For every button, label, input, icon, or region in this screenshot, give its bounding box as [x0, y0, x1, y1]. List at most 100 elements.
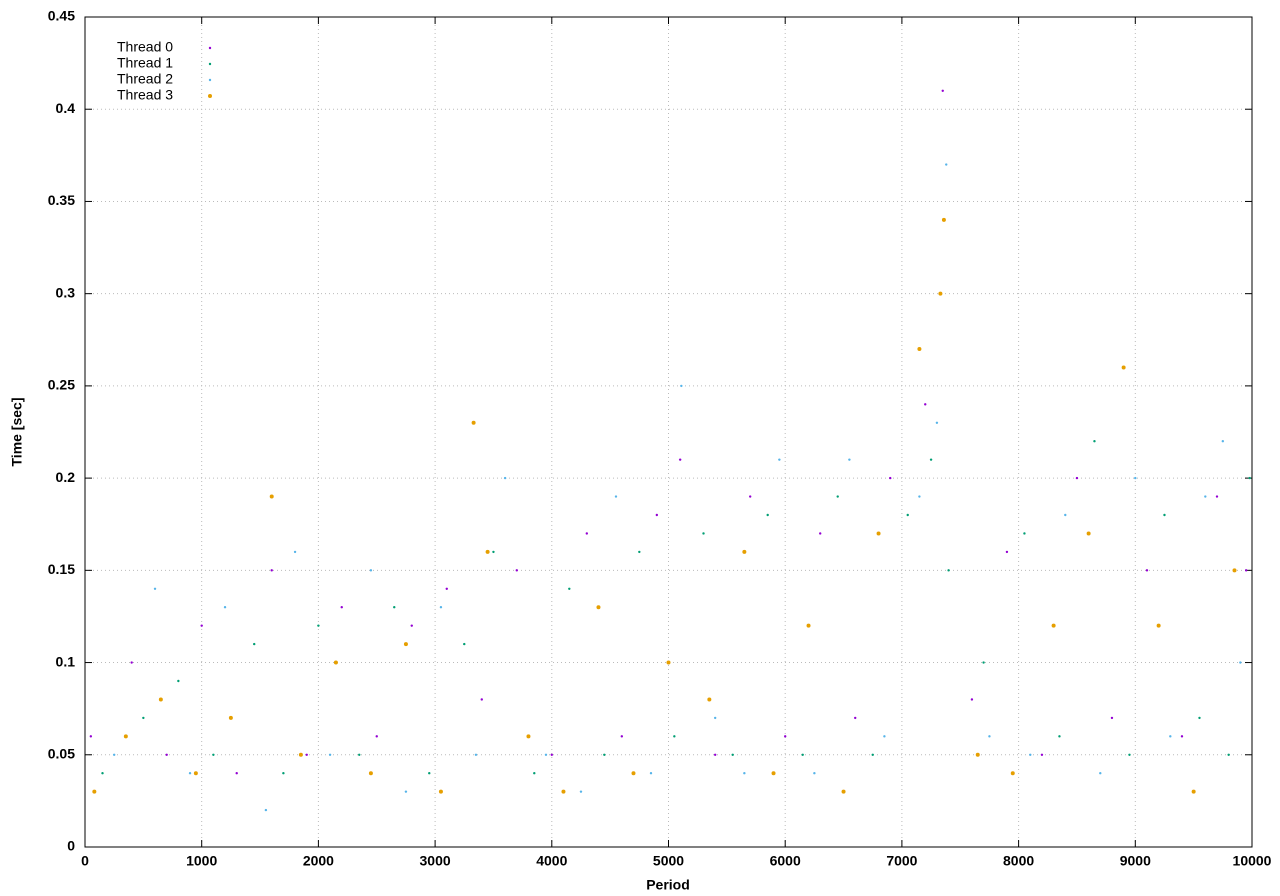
y-axis-label: Time [sec] [9, 398, 25, 467]
point [1169, 735, 1172, 738]
x-tick-label: 0 [81, 853, 89, 869]
point [1075, 476, 1079, 480]
point [1023, 532, 1026, 535]
point [1005, 550, 1009, 554]
y-tick-label: 0.2 [56, 469, 76, 485]
point [585, 532, 589, 535]
y-tick-label: 0.1 [56, 653, 76, 669]
point [854, 716, 857, 720]
point [544, 753, 548, 756]
point [819, 532, 822, 535]
point [253, 642, 256, 646]
point [988, 735, 991, 738]
point [1093, 440, 1096, 443]
x-tick-label: 4000 [536, 853, 567, 869]
legend-label: Thread 1 [117, 55, 173, 71]
point [1010, 771, 1015, 776]
point [533, 772, 536, 775]
point [678, 458, 682, 461]
point [1221, 440, 1225, 443]
point [649, 772, 653, 775]
point [92, 789, 97, 794]
point [906, 513, 909, 517]
point [515, 569, 518, 572]
point [1248, 476, 1251, 480]
point [620, 735, 624, 738]
point [153, 587, 157, 590]
x-tick-label: 8000 [1003, 853, 1034, 869]
point [596, 605, 601, 610]
point [1204, 495, 1207, 498]
point [438, 789, 443, 794]
point [631, 771, 636, 776]
point [1244, 569, 1248, 572]
point [1058, 735, 1061, 738]
point [463, 642, 466, 646]
point [982, 661, 985, 664]
point [1099, 772, 1102, 775]
point [1145, 569, 1149, 572]
point [945, 163, 948, 166]
point [941, 89, 944, 92]
point [707, 697, 712, 702]
point [340, 606, 343, 609]
point [784, 735, 787, 738]
point [941, 217, 946, 222]
point [924, 403, 927, 406]
point [158, 697, 163, 702]
point [368, 771, 373, 776]
point [235, 772, 238, 775]
point [1121, 365, 1126, 370]
point [561, 789, 566, 794]
legend-label: Thread 0 [117, 39, 173, 55]
point [871, 753, 874, 756]
point [614, 495, 618, 498]
legend-marker [208, 78, 212, 82]
legend-marker [208, 62, 212, 66]
point [142, 716, 145, 720]
point [1239, 661, 1242, 664]
point [270, 569, 273, 572]
point [480, 698, 483, 701]
point [165, 753, 168, 756]
point [1029, 753, 1032, 756]
point [123, 734, 128, 739]
point [439, 606, 443, 609]
point [1086, 531, 1091, 536]
point [305, 753, 308, 756]
y-tick-label: 0.3 [56, 284, 76, 300]
point [848, 458, 851, 461]
point [766, 513, 769, 517]
point [841, 789, 846, 794]
point [876, 531, 881, 536]
point [731, 753, 734, 756]
point [188, 772, 192, 775]
point [655, 513, 659, 517]
point [801, 753, 804, 756]
point [702, 532, 705, 535]
point [410, 624, 413, 627]
point [403, 642, 408, 647]
point [743, 772, 746, 775]
point [282, 772, 285, 775]
x-tick-label: 2000 [303, 853, 334, 869]
point [223, 606, 227, 609]
point [918, 495, 921, 498]
point [1198, 716, 1201, 720]
point [1128, 753, 1131, 756]
point [1163, 513, 1166, 517]
x-tick-label: 1000 [186, 853, 217, 869]
point [177, 679, 180, 683]
legend-marker [208, 46, 212, 50]
y-tick-label: 0.35 [48, 192, 75, 208]
point [1191, 789, 1196, 794]
x-tick-label: 5000 [653, 853, 684, 869]
point [526, 734, 531, 739]
point [89, 735, 93, 738]
point [228, 715, 233, 720]
point [333, 660, 338, 665]
point [713, 753, 717, 756]
x-tick-label: 7000 [886, 853, 917, 869]
x-tick-label: 3000 [420, 853, 451, 869]
point [1051, 623, 1056, 628]
